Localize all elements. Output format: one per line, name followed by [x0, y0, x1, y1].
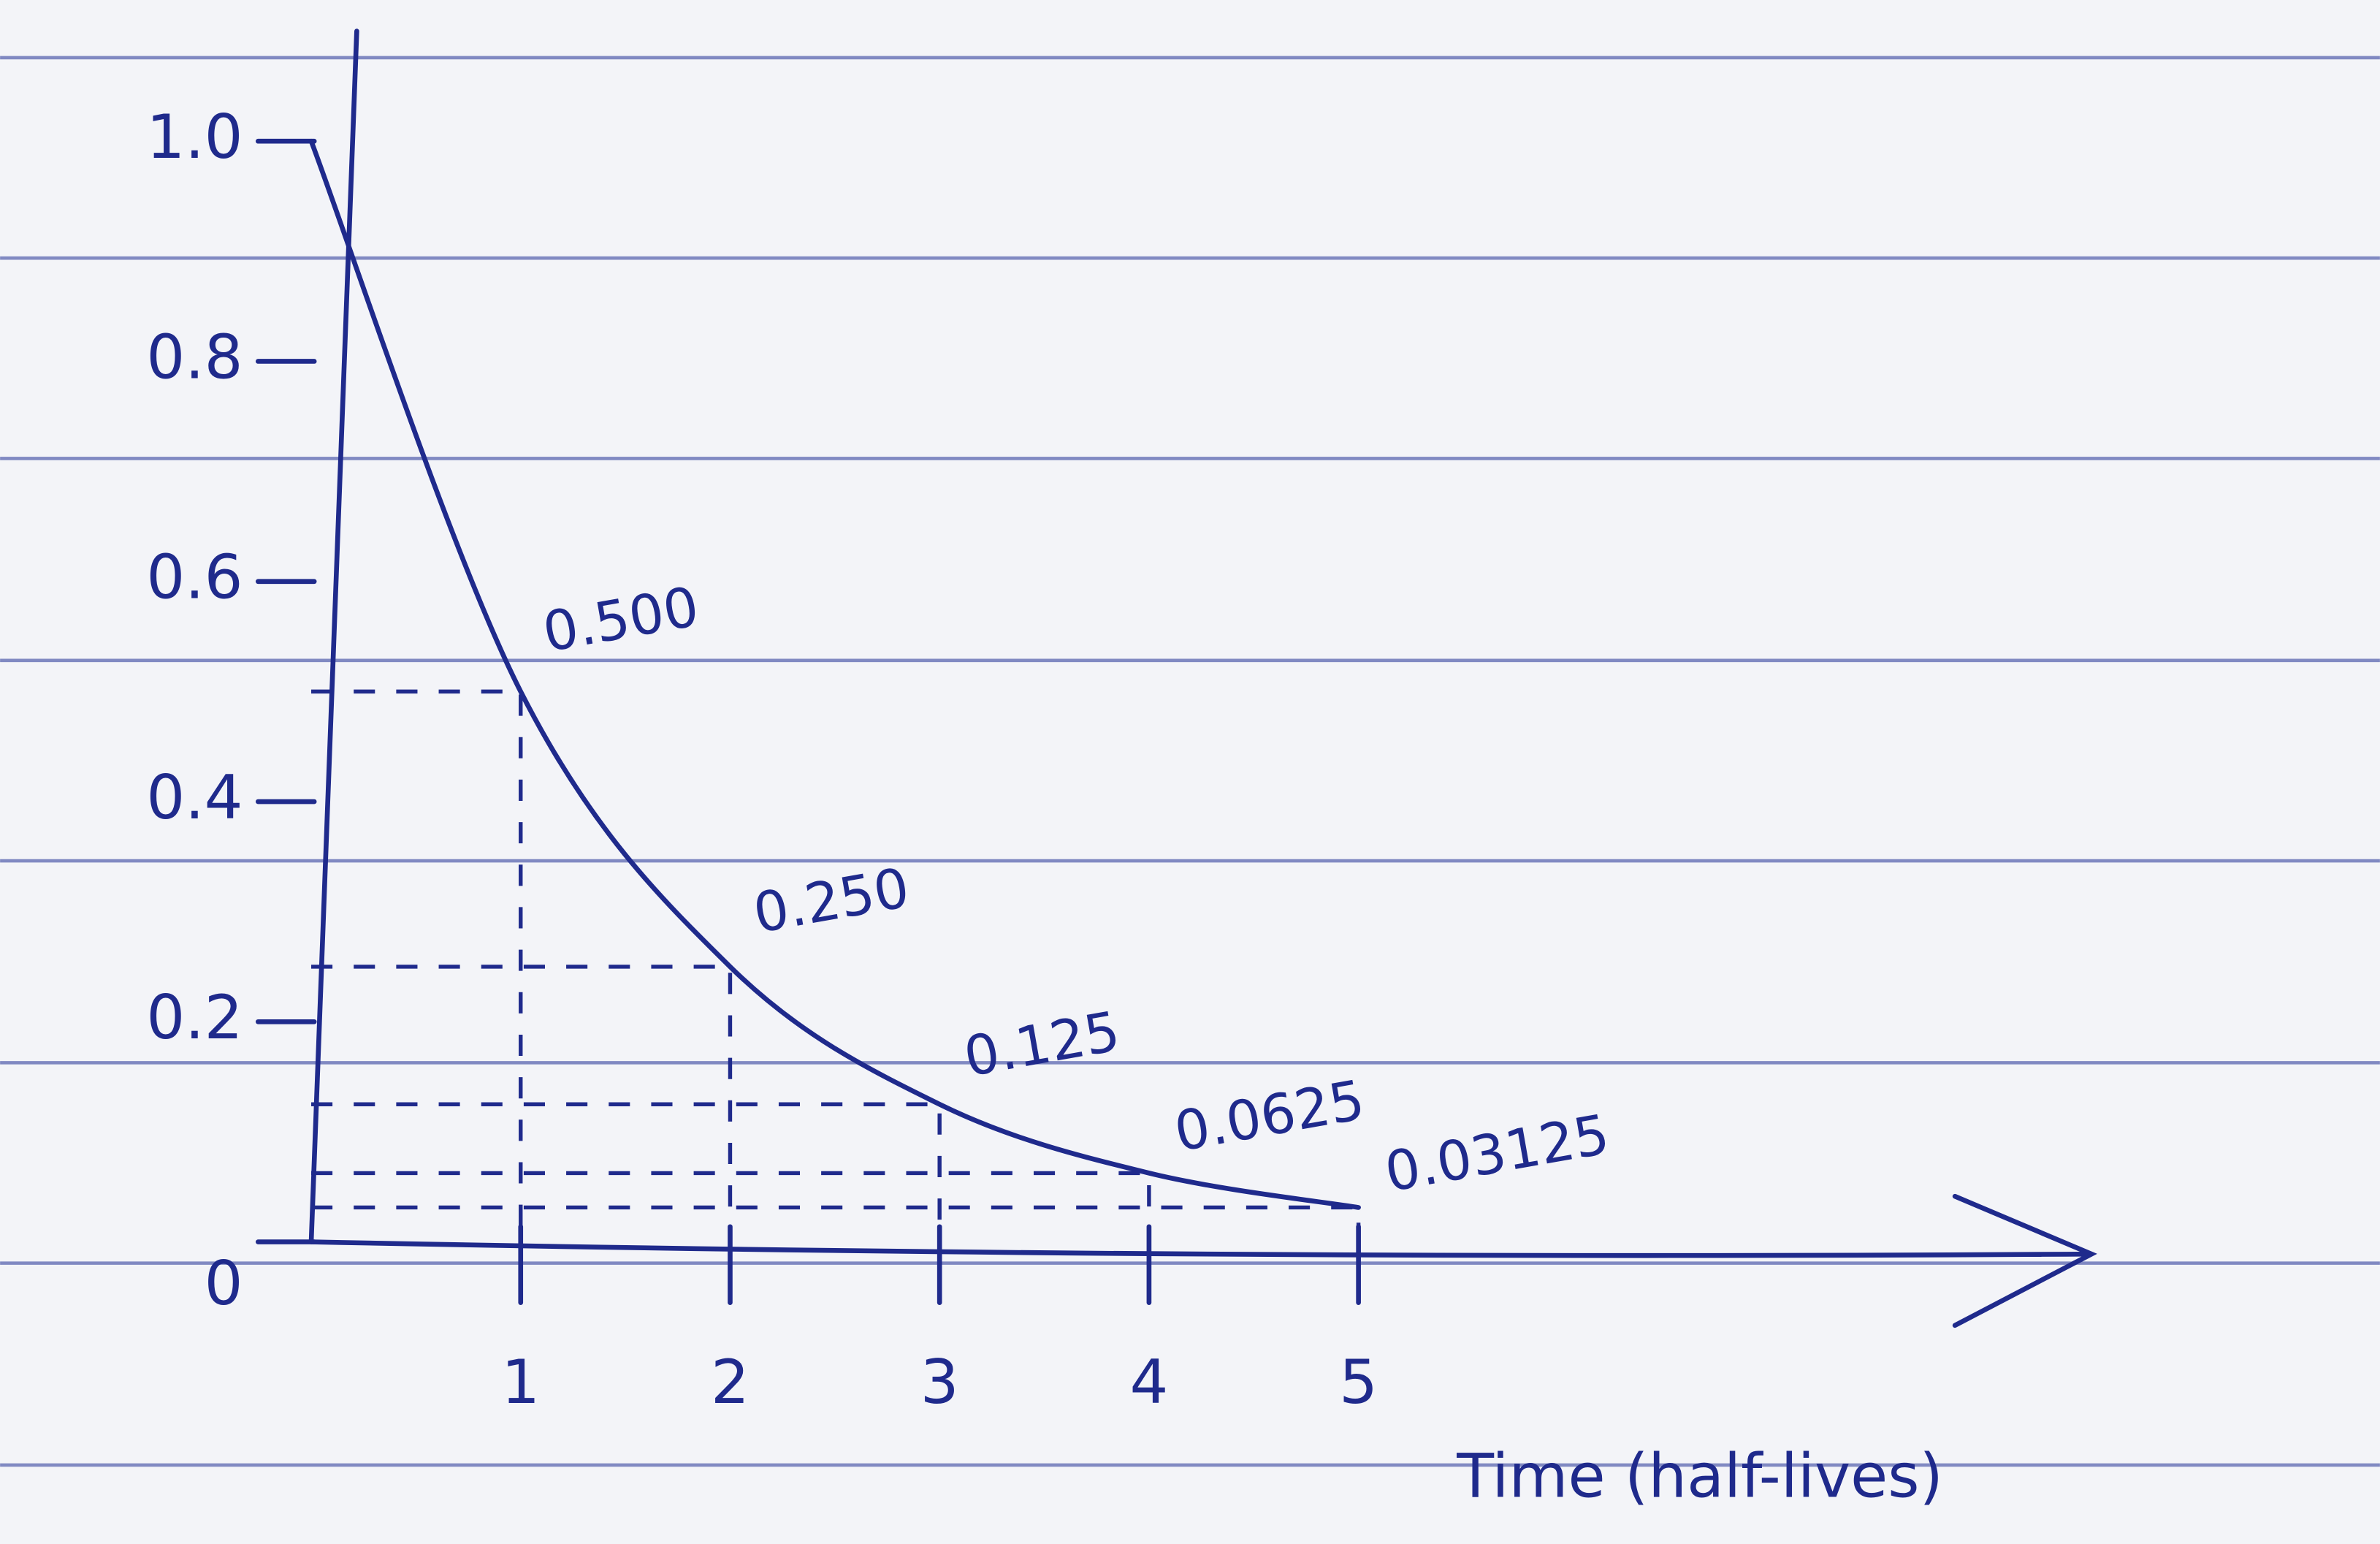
x-tick-label: 3 [920, 1347, 959, 1418]
y-axis [311, 31, 356, 1242]
x-tick-label: 1 [501, 1347, 540, 1418]
page: Time (half-lives) 0 0.2 0.4 0.6 0.8 1.0 1 2 3 4 5 0… [0, 0, 2380, 1544]
value-label: 0.500 [538, 575, 703, 665]
guide-line [311, 1207, 1359, 1241]
x-tick-label: 5 [1339, 1347, 1378, 1418]
y-tick-label: 1.0 [146, 102, 243, 172]
y-tick-label: 0 [205, 1248, 243, 1319]
y-tick-label: 0.2 [146, 982, 243, 1053]
decay-curve [311, 141, 1359, 1207]
value-label: 0.250 [749, 856, 914, 946]
x-tick-label: 2 [711, 1347, 750, 1418]
x-axis-label: Time (half-lives) [1456, 1441, 1943, 1512]
value-label: 0.0625 [1170, 1068, 1369, 1164]
value-label: 0.03125 [1381, 1103, 1614, 1204]
y-tick-label: 0.4 [146, 762, 243, 833]
y-tick-label: 0.6 [146, 542, 243, 613]
x-axis [311, 1196, 2091, 1326]
x-tick-label: 4 [1129, 1347, 1168, 1418]
value-label: 0.125 [959, 1000, 1124, 1089]
chart: Time (half-lives) 0 0.2 0.4 0.6 0.8 1.0 1 2 3 4 5 0… [0, 0, 2380, 1544]
y-tick-label: 0.8 [146, 322, 243, 392]
